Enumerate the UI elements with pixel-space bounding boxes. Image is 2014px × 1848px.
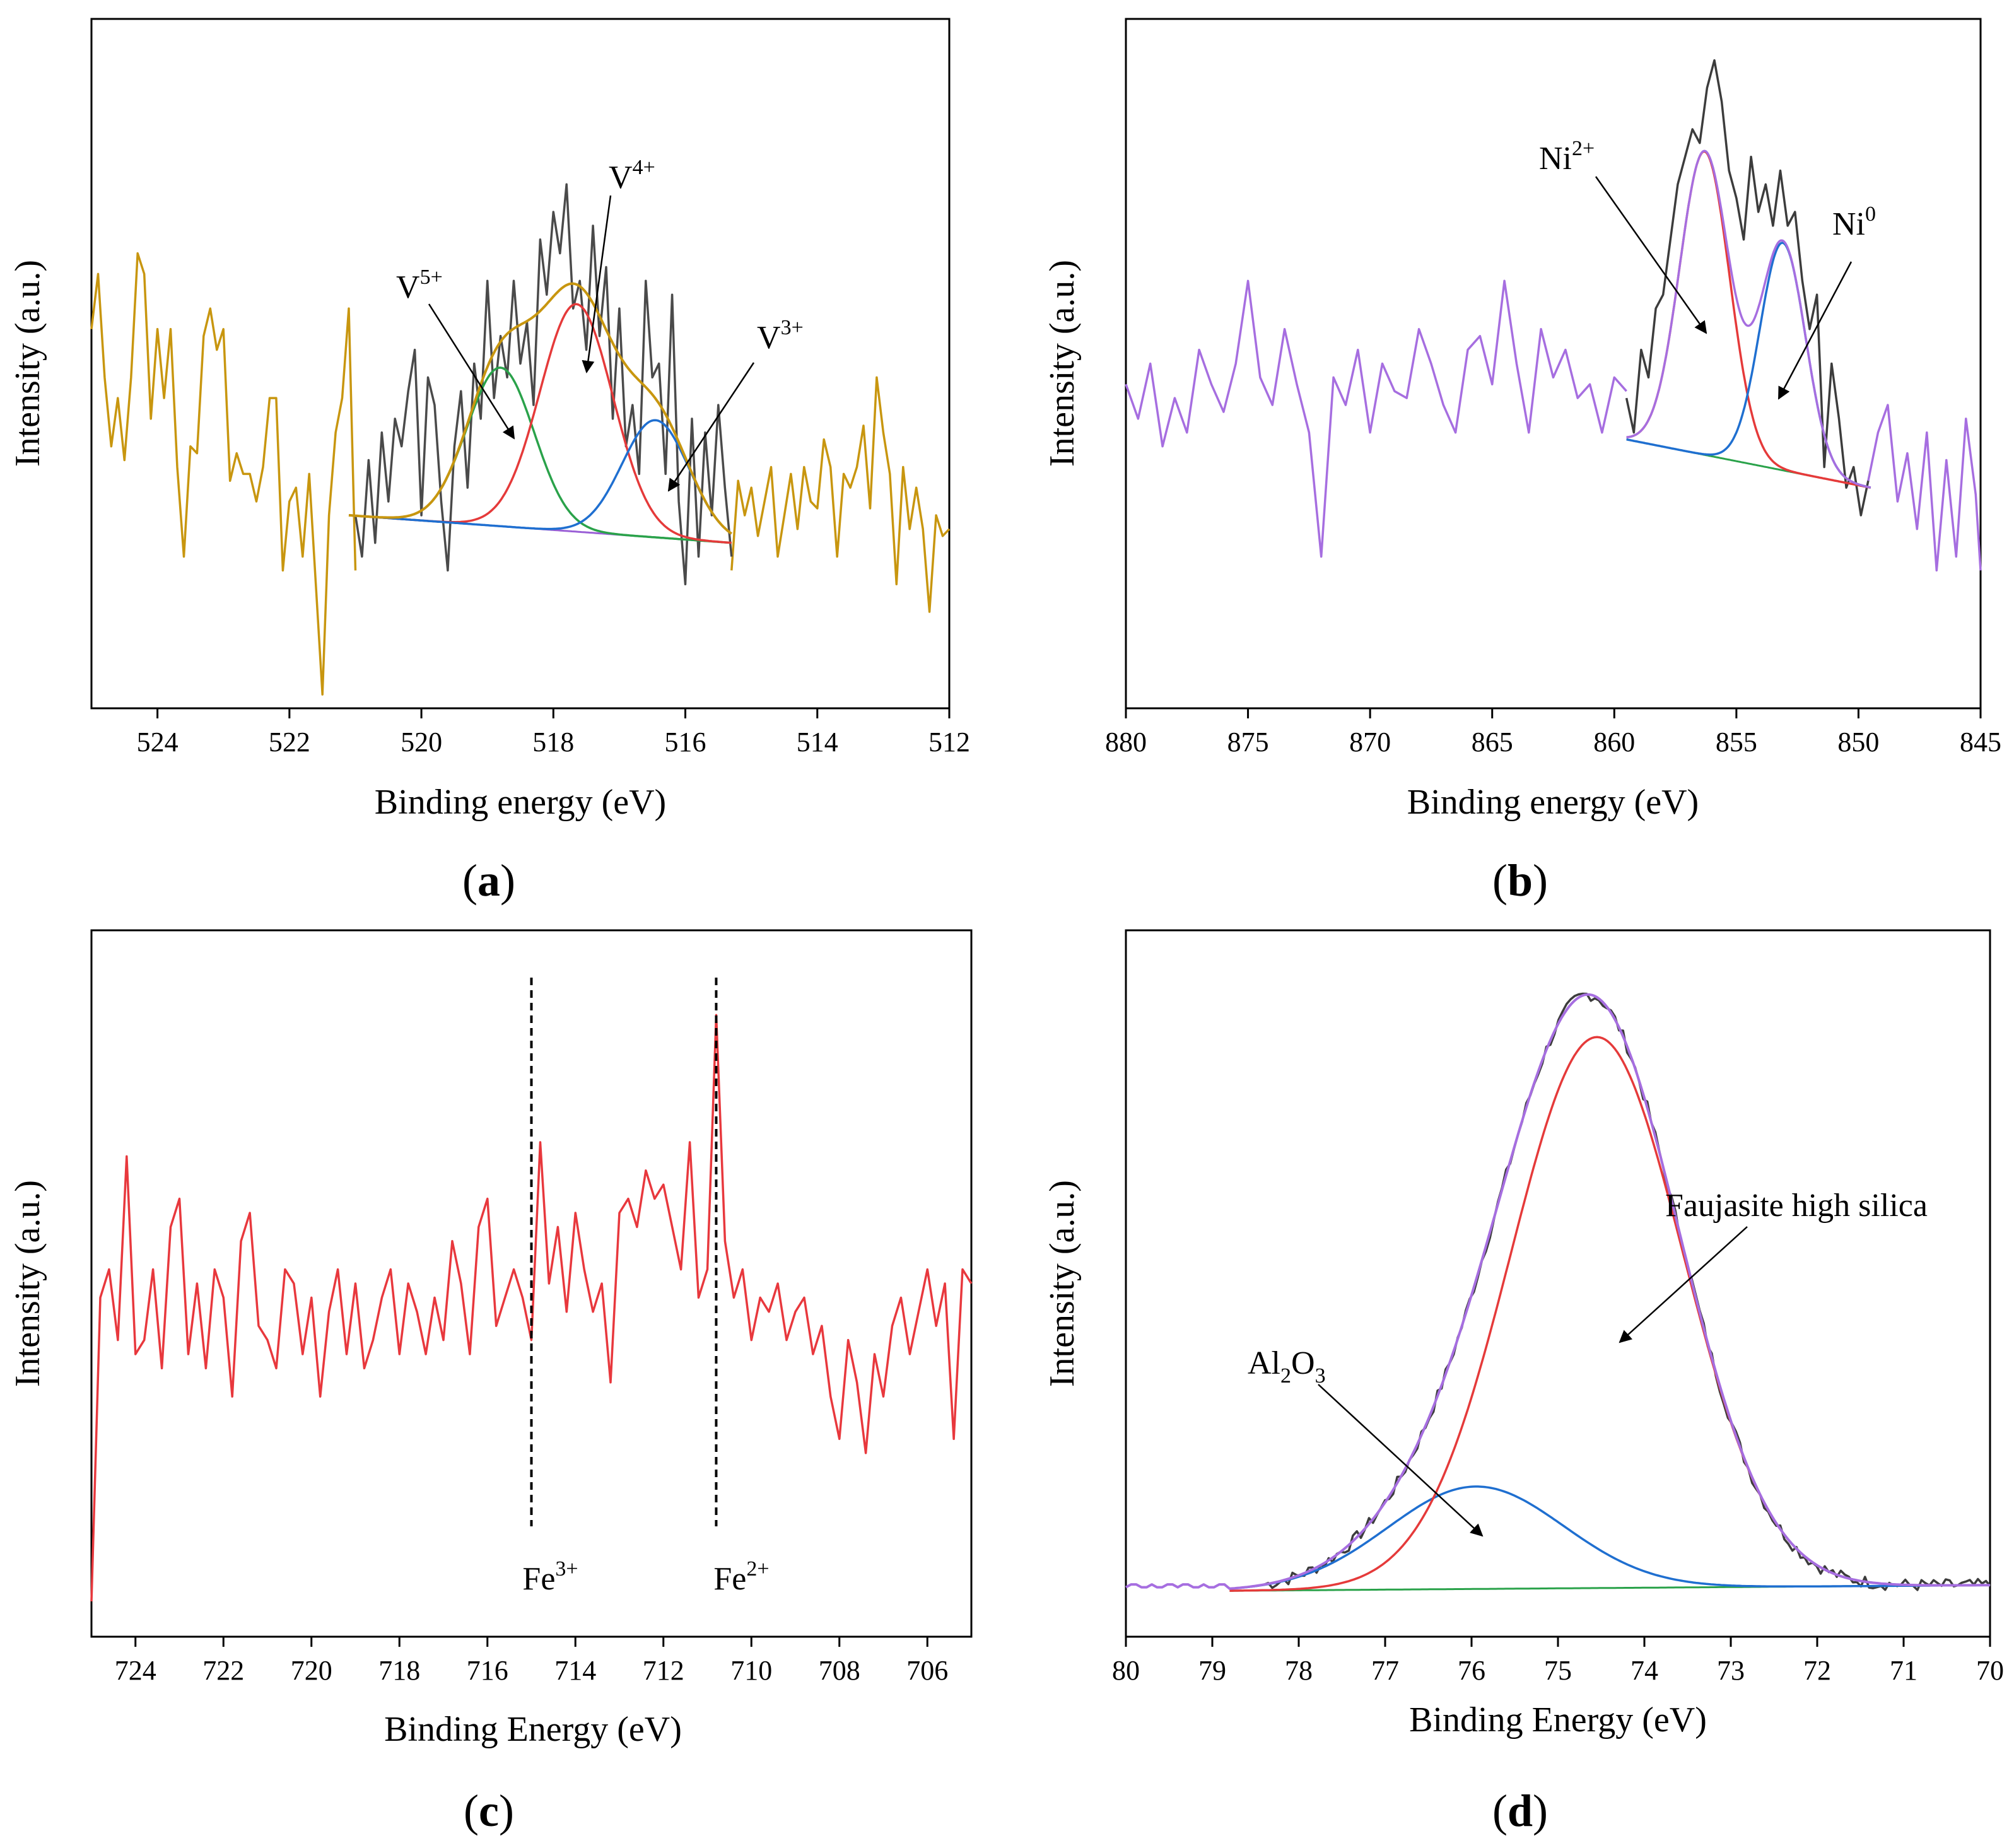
x-tick-label: 722 (202, 1655, 244, 1686)
series-group-b (1125, 59, 1982, 572)
x-tick-label: 78 (1285, 1655, 1313, 1686)
al2o3-fit-peak (1229, 1485, 1991, 1590)
annotation-v4: V4+ (582, 156, 655, 373)
raw-spectrum-fit-region (1625, 59, 1870, 517)
x-tick-label: 710 (730, 1655, 772, 1686)
x-tick-label: 718 (378, 1655, 420, 1686)
panel-label-b: (b) (1492, 855, 1548, 906)
annotation-ni0: Ni0 (1777, 202, 1876, 400)
x-axis-label-d: Binding Energy (eV) (1409, 1700, 1707, 1740)
series-group-d (1125, 992, 1991, 1592)
x-axis-label-b: Binding energy (eV) (1407, 783, 1699, 822)
faujasite-fit-peak (1229, 1036, 1990, 1592)
x-tick-label: 80 (1112, 1655, 1140, 1686)
y-axis-label-d: Intensity (a.u.) (1043, 1180, 1082, 1387)
annotation-ni2: Ni2+ (1539, 137, 1707, 334)
x-ticks-a: 524 522 520 518 516 514 512 (137, 708, 970, 757)
raw-spectrum (90, 1014, 973, 1602)
annotation-v5: V5+ (396, 266, 515, 440)
panel-label-a: (a) (462, 855, 515, 906)
panel-b: 880 875 870 865 860 855 850 845 Binding energy … (1043, 18, 2001, 906)
raw-spectrum-right (1867, 404, 1982, 572)
envelope-fit (1626, 149, 1871, 489)
svg-text:V3+: V3+ (757, 316, 804, 356)
ni2-fit-peak (1626, 150, 1871, 489)
y-axis-label-a: Intensity (a.u.) (8, 260, 47, 467)
series-group-c (90, 978, 973, 1602)
x-tick-label: 516 (665, 727, 706, 757)
svg-text:Fe2+: Fe2+ (713, 1557, 769, 1597)
x-tick-label: 708 (819, 1655, 860, 1686)
x-tick-label: 524 (137, 727, 179, 757)
x-ticks-d: 80 79 78 77 76 75 74 73 72 71 70 (1112, 1637, 2004, 1686)
annotation-v3: V3+ (667, 316, 804, 492)
panel-a: 524 522 520 518 516 514 512 Binding energy (eV… (8, 18, 970, 906)
panel-c: 724 722 720 718 716 714 712 710 708 706 Binding E… (8, 929, 973, 1836)
x-tick-label: 724 (115, 1655, 156, 1686)
x-tick-label: 72 (1803, 1655, 1831, 1686)
x-tick-label: 70 (1976, 1655, 2004, 1686)
svg-text:V5+: V5+ (396, 266, 443, 305)
panel-label-d: (d) (1492, 1786, 1548, 1836)
annotation-fe3: Fe3+ (522, 1557, 578, 1597)
x-tick-label: 79 (1198, 1655, 1226, 1686)
x-tick-label: 716 (467, 1655, 508, 1686)
raw-spectrum (1263, 992, 1991, 1591)
x-tick-label: 71 (1890, 1655, 1917, 1686)
svg-text:Al2O3: Al2O3 (1248, 1345, 1326, 1388)
ni0-fit-peak (1626, 242, 1871, 489)
v3-fit-peak (348, 419, 732, 535)
x-tick-label: 512 (928, 727, 970, 757)
x-tick-label: 875 (1227, 727, 1269, 757)
x-tick-label: 850 (1837, 727, 1879, 757)
x-ticks-b: 880 875 870 865 860 855 850 845 (1105, 708, 2001, 757)
x-tick-label: 714 (554, 1655, 596, 1686)
x-tick-label: 865 (1472, 727, 1513, 757)
annotation-faujasite: Faujasite high silica (1619, 1188, 1928, 1343)
svg-text:V4+: V4+ (609, 156, 655, 196)
raw-spectrum-tail (730, 376, 951, 613)
raw-spectrum-outer (90, 252, 357, 696)
annotation-fe2: Fe2+ (713, 1557, 769, 1597)
x-tick-label: 518 (532, 727, 574, 757)
x-tick-label: 845 (1960, 727, 2001, 757)
x-tick-label: 77 (1371, 1655, 1399, 1686)
y-axis-label-b: Intensity (a.u.) (1043, 260, 1082, 467)
x-tick-label: 855 (1716, 727, 1757, 757)
x-tick-label: 73 (1717, 1655, 1745, 1686)
series-group-a (90, 183, 951, 696)
raw-spectrum-left (1125, 279, 1627, 558)
x-tick-label: 870 (1349, 727, 1391, 757)
x-tick-label: 520 (401, 727, 442, 757)
y-axis-label-c: Intensity (a.u.) (8, 1180, 47, 1387)
x-tick-label: 712 (643, 1655, 684, 1686)
x-ticks-c: 724 722 720 718 716 714 712 710 708 706 (115, 1637, 948, 1686)
x-tick-label: 720 (291, 1655, 332, 1686)
x-tick-label: 880 (1105, 727, 1147, 757)
plot-frame-d (1125, 929, 1991, 1638)
svg-text:Ni0: Ni0 (1832, 202, 1876, 242)
plot-frame-b (1125, 18, 1982, 710)
x-tick-label: 522 (269, 727, 310, 757)
panel-d: 80 79 78 77 76 75 74 73 72 71 70 Binding Energy (e… (1043, 929, 2004, 1836)
x-axis-label-c: Binding Energy (eV) (384, 1710, 682, 1749)
svg-text:Fe3+: Fe3+ (522, 1557, 578, 1597)
x-tick-label: 75 (1544, 1655, 1572, 1686)
annotation-al2o3: Al2O3 (1248, 1345, 1484, 1537)
envelope-fit (1125, 993, 1990, 1590)
plot-frame-a (90, 18, 951, 710)
x-tick-label: 76 (1458, 1655, 1485, 1686)
panel-label-c: (c) (464, 1786, 514, 1836)
x-axis-label-a: Binding energy (eV) (375, 783, 666, 822)
envelope-fit (348, 282, 732, 535)
x-tick-label: 860 (1593, 727, 1635, 757)
svg-text:Faujasite high silica: Faujasite high silica (1665, 1188, 1928, 1224)
x-tick-label: 74 (1631, 1655, 1658, 1686)
x-tick-label: 514 (797, 727, 838, 757)
svg-text:Ni2+: Ni2+ (1539, 137, 1595, 177)
raw-spectrum-fit-region (354, 183, 733, 586)
x-tick-label: 706 (906, 1655, 948, 1686)
